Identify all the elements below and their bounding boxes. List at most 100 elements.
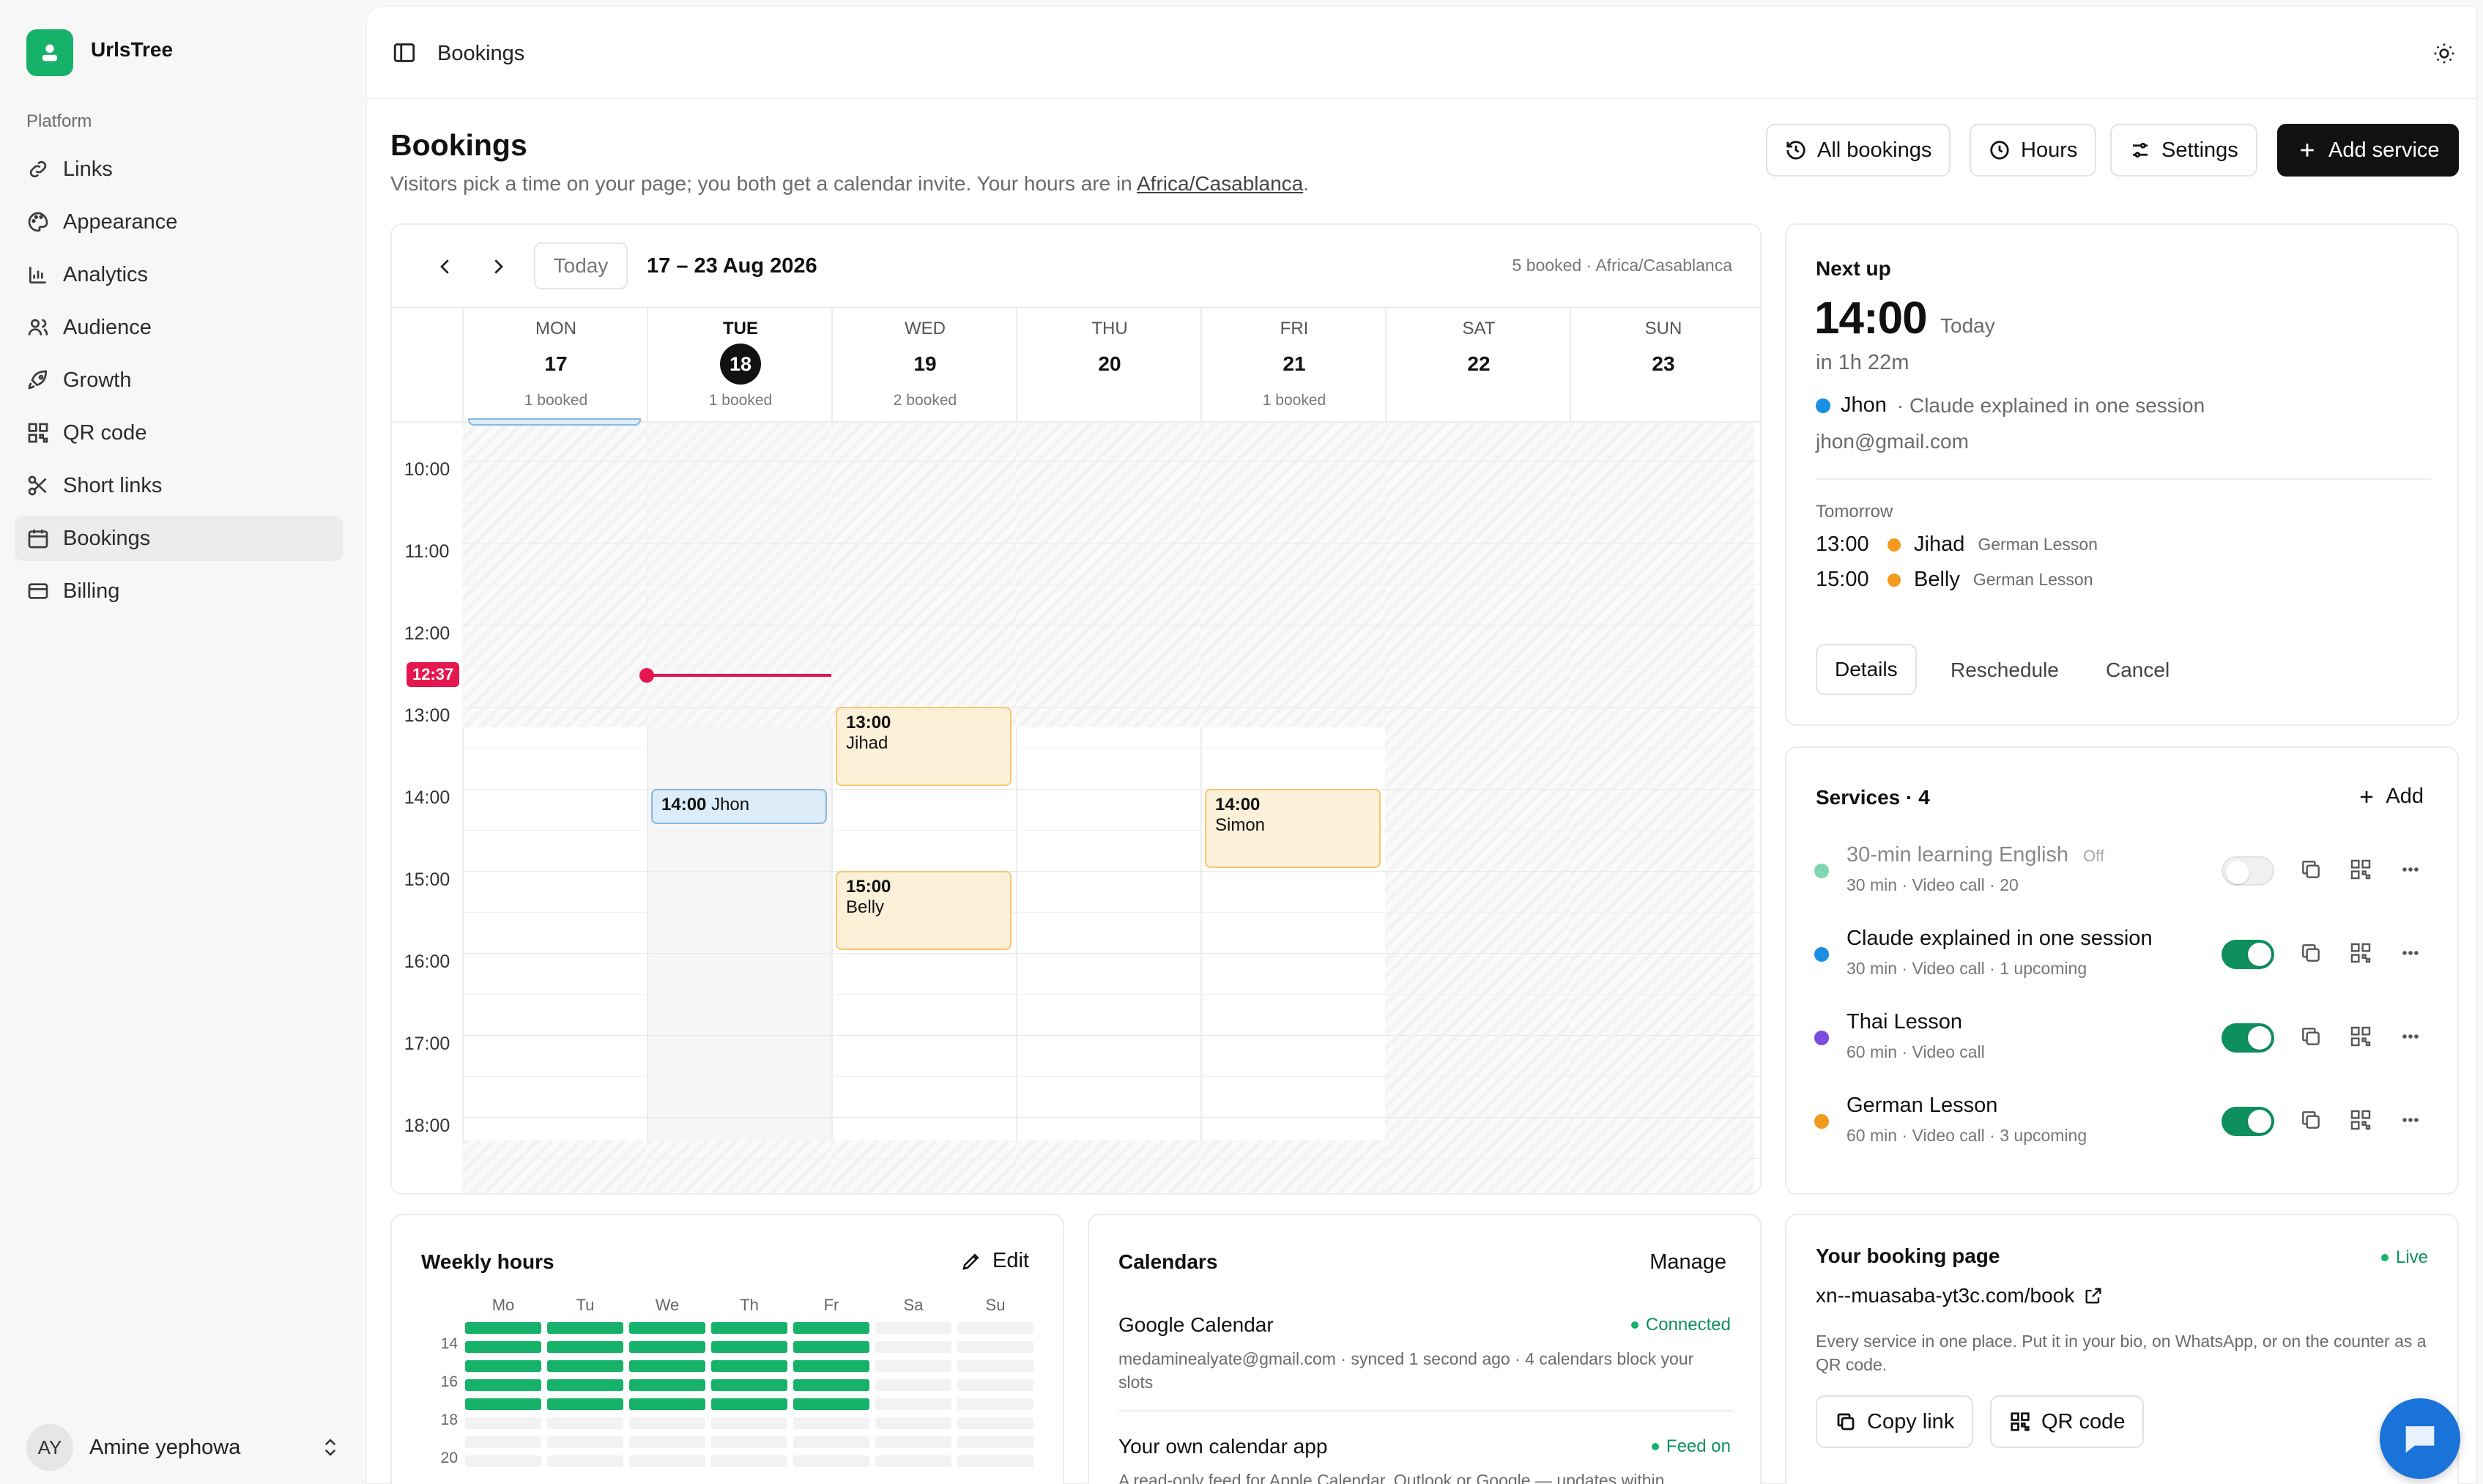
cancel-button[interactable]: Cancel (2106, 658, 2170, 681)
service-toggle[interactable] (2222, 1107, 2274, 1136)
hour-slot[interactable] (629, 1322, 705, 1334)
manage-calendars-button[interactable]: Manage (1649, 1250, 1726, 1274)
hour-slot[interactable] (875, 1341, 951, 1353)
hour-slot[interactable] (957, 1360, 1033, 1372)
sidebar-item-short-links[interactable]: Short links (15, 463, 343, 508)
hour-slot[interactable] (711, 1341, 787, 1353)
hour-slot[interactable] (629, 1398, 705, 1410)
qr-code-button[interactable] (2349, 1108, 2374, 1133)
hour-slot[interactable] (957, 1436, 1033, 1448)
more-horizontal-button[interactable] (2399, 1108, 2424, 1133)
hour-slot[interactable] (711, 1436, 787, 1448)
copy-button[interactable] (2299, 1108, 2324, 1133)
hour-slot[interactable] (711, 1360, 787, 1372)
hour-slot[interactable] (957, 1417, 1033, 1429)
sidebar-toggle-icon[interactable] (392, 40, 417, 65)
hour-slot[interactable] (957, 1341, 1033, 1353)
hour-slot[interactable] (875, 1436, 951, 1448)
hour-slot[interactable] (547, 1398, 623, 1410)
hour-slot[interactable] (793, 1360, 869, 1372)
sidebar-item-analytics[interactable]: Analytics (15, 252, 343, 297)
hour-slot[interactable] (547, 1455, 623, 1467)
event-block[interactable]: 15:00 Belly (836, 871, 1012, 950)
service-toggle[interactable] (2222, 856, 2274, 886)
hour-slot[interactable] (629, 1379, 705, 1391)
hour-slot[interactable] (629, 1360, 705, 1372)
more-horizontal-button[interactable] (2399, 1025, 2424, 1050)
next-week-icon[interactable] (487, 256, 509, 278)
timezone-link[interactable]: Africa/Casablanca (1137, 172, 1304, 195)
service-row[interactable]: Thai Lesson 60 min · Video call (1786, 997, 2460, 1080)
copy-button[interactable] (2299, 858, 2324, 883)
chat-widget-button[interactable] (2380, 1398, 2460, 1479)
service-row[interactable]: German Lesson 60 min · Video call · 3 upc… (1786, 1080, 2460, 1164)
qr-code-button[interactable]: QR code (1990, 1395, 2145, 1448)
hour-slot[interactable] (793, 1379, 869, 1391)
service-toggle[interactable] (2222, 940, 2274, 969)
hour-slot[interactable] (793, 1341, 869, 1353)
day-header[interactable]: FRI 21 1 booked (1200, 307, 1385, 421)
hour-slot[interactable] (465, 1436, 541, 1448)
reschedule-button[interactable]: Reschedule (1951, 658, 2059, 681)
service-toggle[interactable] (2222, 1023, 2274, 1053)
more-horizontal-button[interactable] (2399, 858, 2424, 883)
hour-slot[interactable] (547, 1436, 623, 1448)
service-row[interactable]: 30-min learning English Off 30 min · Video… (1786, 830, 2460, 913)
sidebar-item-growth[interactable]: Growth (15, 357, 343, 403)
hour-slot[interactable] (957, 1398, 1033, 1410)
hour-slot[interactable] (547, 1360, 623, 1372)
hour-slot[interactable] (711, 1417, 787, 1429)
hour-slot[interactable] (465, 1417, 541, 1429)
add-service-button[interactable]: Add service (2277, 124, 2459, 177)
hour-slot[interactable] (875, 1360, 951, 1372)
day-header[interactable]: WED 19 2 booked (831, 307, 1016, 421)
hour-slot[interactable] (875, 1455, 951, 1467)
hour-slot[interactable] (465, 1341, 541, 1353)
day-header[interactable]: MON 17 1 booked (462, 307, 647, 421)
all-bookings-button[interactable]: All bookings (1766, 124, 1951, 177)
details-button[interactable]: Details (1816, 644, 1917, 695)
sidebar-item-bookings[interactable]: Bookings (15, 516, 343, 561)
theme-toggle-icon[interactable] (2432, 42, 2456, 65)
hour-slot[interactable] (793, 1398, 869, 1410)
qr-code-button[interactable] (2349, 941, 2374, 966)
hour-slot[interactable] (465, 1455, 541, 1467)
app-logo[interactable] (26, 29, 73, 76)
hour-slot[interactable] (465, 1322, 541, 1334)
day-header[interactable]: THU 20 (1016, 307, 1200, 421)
hour-slot[interactable] (793, 1455, 869, 1467)
sidebar-item-appearance[interactable]: Appearance (15, 199, 343, 245)
hour-slot[interactable] (547, 1322, 623, 1334)
add-service-link[interactable]: Add (2356, 784, 2424, 809)
qr-code-button[interactable] (2349, 1025, 2374, 1050)
copy-button[interactable] (2299, 941, 2324, 966)
settings-button[interactable]: Settings (2110, 124, 2257, 177)
hour-slot[interactable] (629, 1341, 705, 1353)
event-block[interactable]: 14:00 Simon (1205, 789, 1381, 868)
day-header[interactable]: SUN 23 (1570, 307, 1754, 421)
service-row[interactable]: Claude explained in one session 30 min · … (1786, 913, 2460, 997)
hour-slot[interactable] (711, 1398, 787, 1410)
hour-slot[interactable] (957, 1379, 1033, 1391)
hour-slot[interactable] (629, 1436, 705, 1448)
day-header[interactable]: SAT 22 (1385, 307, 1570, 421)
sidebar-item-billing[interactable]: Billing (15, 568, 343, 614)
event-block[interactable]: 13:00 Jihad (836, 707, 1012, 786)
hour-slot[interactable] (465, 1379, 541, 1391)
edit-hours-button[interactable]: Edit (960, 1249, 1029, 1273)
previous-week-icon[interactable] (434, 256, 456, 278)
hour-slot[interactable] (547, 1341, 623, 1353)
hours-button[interactable]: Hours (1970, 124, 2097, 177)
hour-slot[interactable] (875, 1322, 951, 1334)
event-block[interactable] (468, 418, 641, 426)
user-menu[interactable]: AY Amine yephowa (26, 1424, 341, 1471)
hour-slot[interactable] (465, 1398, 541, 1410)
sidebar-item-links[interactable]: Links (15, 146, 343, 192)
hour-slot[interactable] (629, 1417, 705, 1429)
hour-slot[interactable] (875, 1379, 951, 1391)
hour-slot[interactable] (711, 1322, 787, 1334)
hour-slot[interactable] (875, 1417, 951, 1429)
sidebar-item-qr-code[interactable]: QR code (15, 410, 343, 456)
hour-slot[interactable] (793, 1436, 869, 1448)
hour-slot[interactable] (711, 1379, 787, 1391)
